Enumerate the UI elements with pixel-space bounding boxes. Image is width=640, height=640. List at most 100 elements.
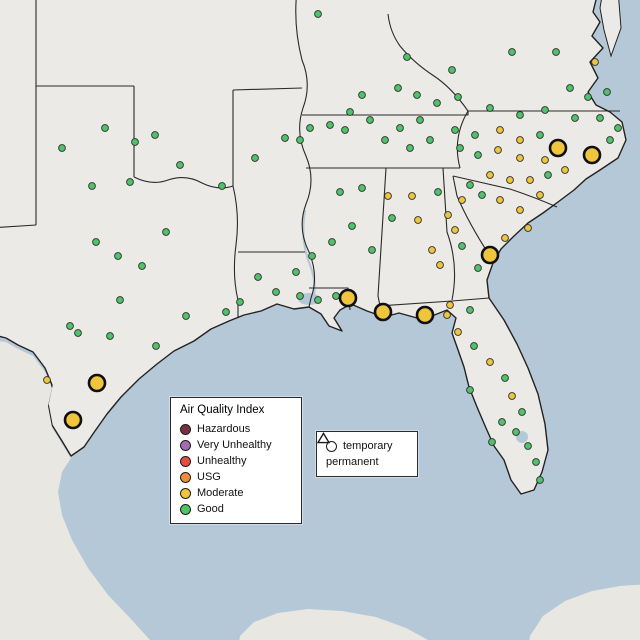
monitor-marker[interactable] xyxy=(566,84,574,92)
monitor-marker[interactable] xyxy=(43,376,51,384)
monitor-marker[interactable] xyxy=(381,136,389,144)
monitor-marker[interactable] xyxy=(516,136,524,144)
monitor-marker[interactable] xyxy=(501,374,509,382)
monitor-marker[interactable] xyxy=(406,144,414,152)
monitor-marker[interactable] xyxy=(518,408,526,416)
monitor-marker[interactable] xyxy=(408,192,416,200)
monitor-marker[interactable] xyxy=(162,228,170,236)
monitor-marker[interactable] xyxy=(474,264,482,272)
monitor-marker[interactable] xyxy=(458,196,466,204)
monitor-marker[interactable] xyxy=(478,191,486,199)
monitor-marker[interactable] xyxy=(366,116,374,124)
monitor-marker[interactable] xyxy=(454,328,462,336)
monitor-marker[interactable] xyxy=(126,178,134,186)
monitor-marker[interactable] xyxy=(584,93,592,101)
monitor-marker[interactable] xyxy=(116,296,124,304)
monitor-marker[interactable] xyxy=(403,53,411,61)
monitor-marker[interactable] xyxy=(92,238,100,246)
monitor-marker[interactable] xyxy=(561,166,569,174)
monitor-marker[interactable] xyxy=(446,301,454,309)
temporary-monitor-marker[interactable] xyxy=(63,410,83,430)
monitor-marker[interactable] xyxy=(281,134,289,142)
monitor-marker[interactable] xyxy=(66,322,74,330)
monitor-marker[interactable] xyxy=(501,234,509,242)
monitor-marker[interactable] xyxy=(516,206,524,214)
monitor-marker[interactable] xyxy=(536,131,544,139)
monitor-marker[interactable] xyxy=(131,138,139,146)
monitor-marker[interactable] xyxy=(536,476,544,484)
monitor-marker[interactable] xyxy=(508,392,516,400)
monitor-marker[interactable] xyxy=(443,311,451,319)
monitor-marker[interactable] xyxy=(296,292,304,300)
monitor-marker[interactable] xyxy=(516,111,524,119)
monitor-marker[interactable] xyxy=(466,306,474,314)
monitor-marker[interactable] xyxy=(571,114,579,122)
monitor-marker[interactable] xyxy=(396,124,404,132)
monitor-marker[interactable] xyxy=(314,10,322,18)
monitor-marker[interactable] xyxy=(448,66,456,74)
monitor-marker[interactable] xyxy=(496,126,504,134)
monitor-marker[interactable] xyxy=(426,136,434,144)
monitor-marker[interactable] xyxy=(544,171,552,179)
monitor-marker[interactable] xyxy=(486,171,494,179)
monitor-marker[interactable] xyxy=(176,161,184,169)
monitor-marker[interactable] xyxy=(348,222,356,230)
monitor-marker[interactable] xyxy=(332,292,340,300)
monitor-marker[interactable] xyxy=(254,273,262,281)
monitor-marker[interactable] xyxy=(388,214,396,222)
monitor-marker[interactable] xyxy=(451,126,459,134)
temporary-monitor-marker[interactable] xyxy=(415,305,435,325)
monitor-marker[interactable] xyxy=(182,312,190,320)
monitor-marker[interactable] xyxy=(394,84,402,92)
monitor-marker[interactable] xyxy=(614,124,622,132)
monitor-marker[interactable] xyxy=(114,252,122,260)
monitor-marker[interactable] xyxy=(526,176,534,184)
monitor-marker[interactable] xyxy=(506,176,514,184)
monitor-marker[interactable] xyxy=(101,124,109,132)
monitor-marker[interactable] xyxy=(236,298,244,306)
monitor-marker[interactable] xyxy=(458,242,466,250)
monitor-marker[interactable] xyxy=(328,238,336,246)
monitor-marker[interactable] xyxy=(603,88,611,96)
monitor-marker[interactable] xyxy=(272,288,280,296)
monitor-marker[interactable] xyxy=(516,154,524,162)
monitor-marker[interactable] xyxy=(494,146,502,154)
monitor-marker[interactable] xyxy=(326,121,334,129)
monitor-marker[interactable] xyxy=(413,91,421,99)
monitor-marker[interactable] xyxy=(436,261,444,269)
temporary-monitor-marker[interactable] xyxy=(480,245,500,265)
monitor-marker[interactable] xyxy=(222,308,230,316)
temporary-monitor-marker[interactable] xyxy=(87,373,107,393)
monitor-marker[interactable] xyxy=(336,188,344,196)
monitor-marker[interactable] xyxy=(512,428,520,436)
monitor-marker[interactable] xyxy=(591,58,599,66)
monitor-marker[interactable] xyxy=(454,93,462,101)
monitor-marker[interactable] xyxy=(536,191,544,199)
temporary-monitor-marker[interactable] xyxy=(373,302,393,322)
monitor-marker[interactable] xyxy=(416,116,424,124)
monitor-marker[interactable] xyxy=(341,126,349,134)
monitor-marker[interactable] xyxy=(524,442,532,450)
monitor-marker[interactable] xyxy=(470,342,478,350)
monitor-marker[interactable] xyxy=(218,182,226,190)
monitor-marker[interactable] xyxy=(498,418,506,426)
monitor-marker[interactable] xyxy=(596,114,604,122)
monitor-marker[interactable] xyxy=(428,246,436,254)
monitor-marker[interactable] xyxy=(541,156,549,164)
monitor-marker[interactable] xyxy=(152,342,160,350)
monitor-marker[interactable] xyxy=(251,154,259,162)
monitor-marker[interactable] xyxy=(358,91,366,99)
monitor-marker[interactable] xyxy=(296,136,304,144)
monitor-marker[interactable] xyxy=(552,48,560,56)
monitor-marker[interactable] xyxy=(346,108,354,116)
monitor-marker[interactable] xyxy=(358,184,366,192)
monitor-marker[interactable] xyxy=(434,188,442,196)
monitor-marker[interactable] xyxy=(306,124,314,132)
monitor-marker[interactable] xyxy=(314,296,322,304)
monitor-marker[interactable] xyxy=(106,332,114,340)
monitor-marker[interactable] xyxy=(606,136,614,144)
monitor-marker[interactable] xyxy=(474,151,482,159)
temporary-monitor-marker[interactable] xyxy=(548,138,568,158)
monitor-marker[interactable] xyxy=(508,48,516,56)
monitor-marker[interactable] xyxy=(541,106,549,114)
